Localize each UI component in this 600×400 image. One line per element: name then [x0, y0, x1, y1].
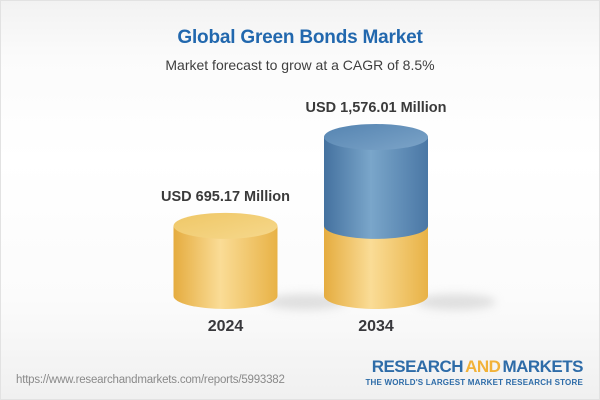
logo-wordmark: RESEARCH AND MARKETS [371, 357, 584, 377]
logo-word-and: AND [465, 357, 501, 376]
research-and-markets-logo: RESEARCH AND MARKETS THE WORLD'S LARGEST M… [365, 357, 584, 387]
logo-tagline: THE WORLD'S LARGEST MARKET RESEARCH STOR… [365, 377, 583, 387]
logo-word-markets: MARKETS [502, 357, 583, 376]
bar-category-label: 2024 [207, 318, 244, 335]
bar-category-label: 2034 [358, 318, 394, 335]
chart-title: Global Green Bonds Market [177, 27, 423, 48]
bar-value-label: USD 1,576.01 Million [305, 100, 447, 116]
logo-word-research: RESEARCH [371, 357, 464, 376]
chart-header: Global Green Bonds Market Market forecas… [1, 1, 599, 73]
chart-subtitle: Market forecast to grow at a CAGR of 8.5… [165, 57, 435, 73]
report-url-link[interactable]: https://www.researchandmarkets.com/repor… [16, 374, 285, 386]
bar-value-label: USD 695.17 Million [161, 188, 290, 205]
